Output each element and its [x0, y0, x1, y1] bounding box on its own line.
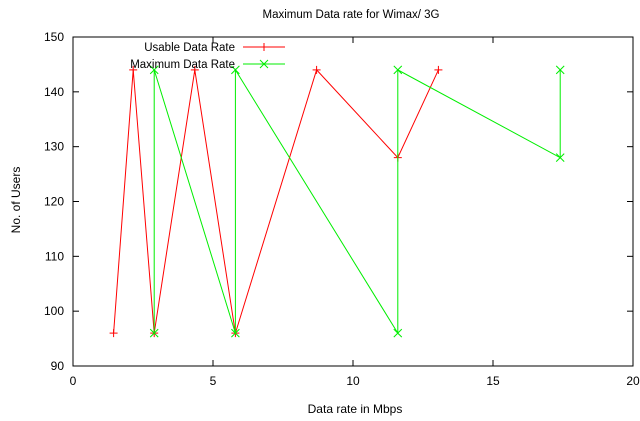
series-1 — [109, 65, 443, 338]
cross-marker — [231, 328, 240, 338]
series-line — [113, 68, 439, 334]
series-2 — [149, 65, 565, 338]
y-tick-label: 90 — [51, 359, 65, 373]
x-tick-label: 5 — [210, 374, 217, 388]
legend-label: Usable Data Rate — [144, 42, 235, 54]
plus-marker — [434, 65, 443, 74]
plus-marker — [190, 65, 199, 74]
y-tick-label: 100 — [44, 304, 64, 318]
y-tick-label: 140 — [44, 85, 64, 99]
cross-marker — [231, 65, 240, 75]
plus-marker — [129, 65, 138, 74]
y-axis-label: No. of Users — [9, 167, 23, 234]
x-tick-label: 0 — [70, 374, 77, 388]
x-tick-label: 20 — [626, 374, 640, 388]
cross-marker — [555, 65, 565, 75]
cross-marker — [149, 328, 159, 338]
x-axis-ticks: 0 5 10 15 20 — [70, 37, 640, 388]
plus-marker — [312, 65, 321, 74]
series-line — [153, 68, 561, 335]
x-tick-label: 15 — [486, 374, 500, 388]
cross-marker — [555, 153, 565, 162]
legend-label: Maximum Data Rate — [130, 59, 235, 71]
x-axis-label: Data rate in Mbps — [308, 402, 403, 416]
cross-marker — [149, 65, 159, 75]
y-tick-label: 150 — [44, 30, 64, 44]
y-tick-label: 130 — [44, 140, 64, 154]
plus-marker — [109, 329, 118, 338]
y-axis-ticks: 90 100 110 120 130 140 150 — [44, 30, 633, 373]
series-layer — [109, 65, 565, 338]
cross-marker — [393, 65, 403, 75]
cross-marker — [393, 328, 403, 338]
cross-marker — [259, 59, 269, 69]
x-tick-label: 10 — [346, 374, 360, 388]
y-tick-label: 120 — [44, 195, 64, 209]
y-tick-label: 110 — [45, 249, 64, 263]
legend: Usable Data Rate Maximum Data Rate — [130, 42, 285, 71]
plus-marker — [260, 43, 268, 51]
chart-title: Maximum Data rate for Wimax/ 3G — [262, 9, 439, 21]
